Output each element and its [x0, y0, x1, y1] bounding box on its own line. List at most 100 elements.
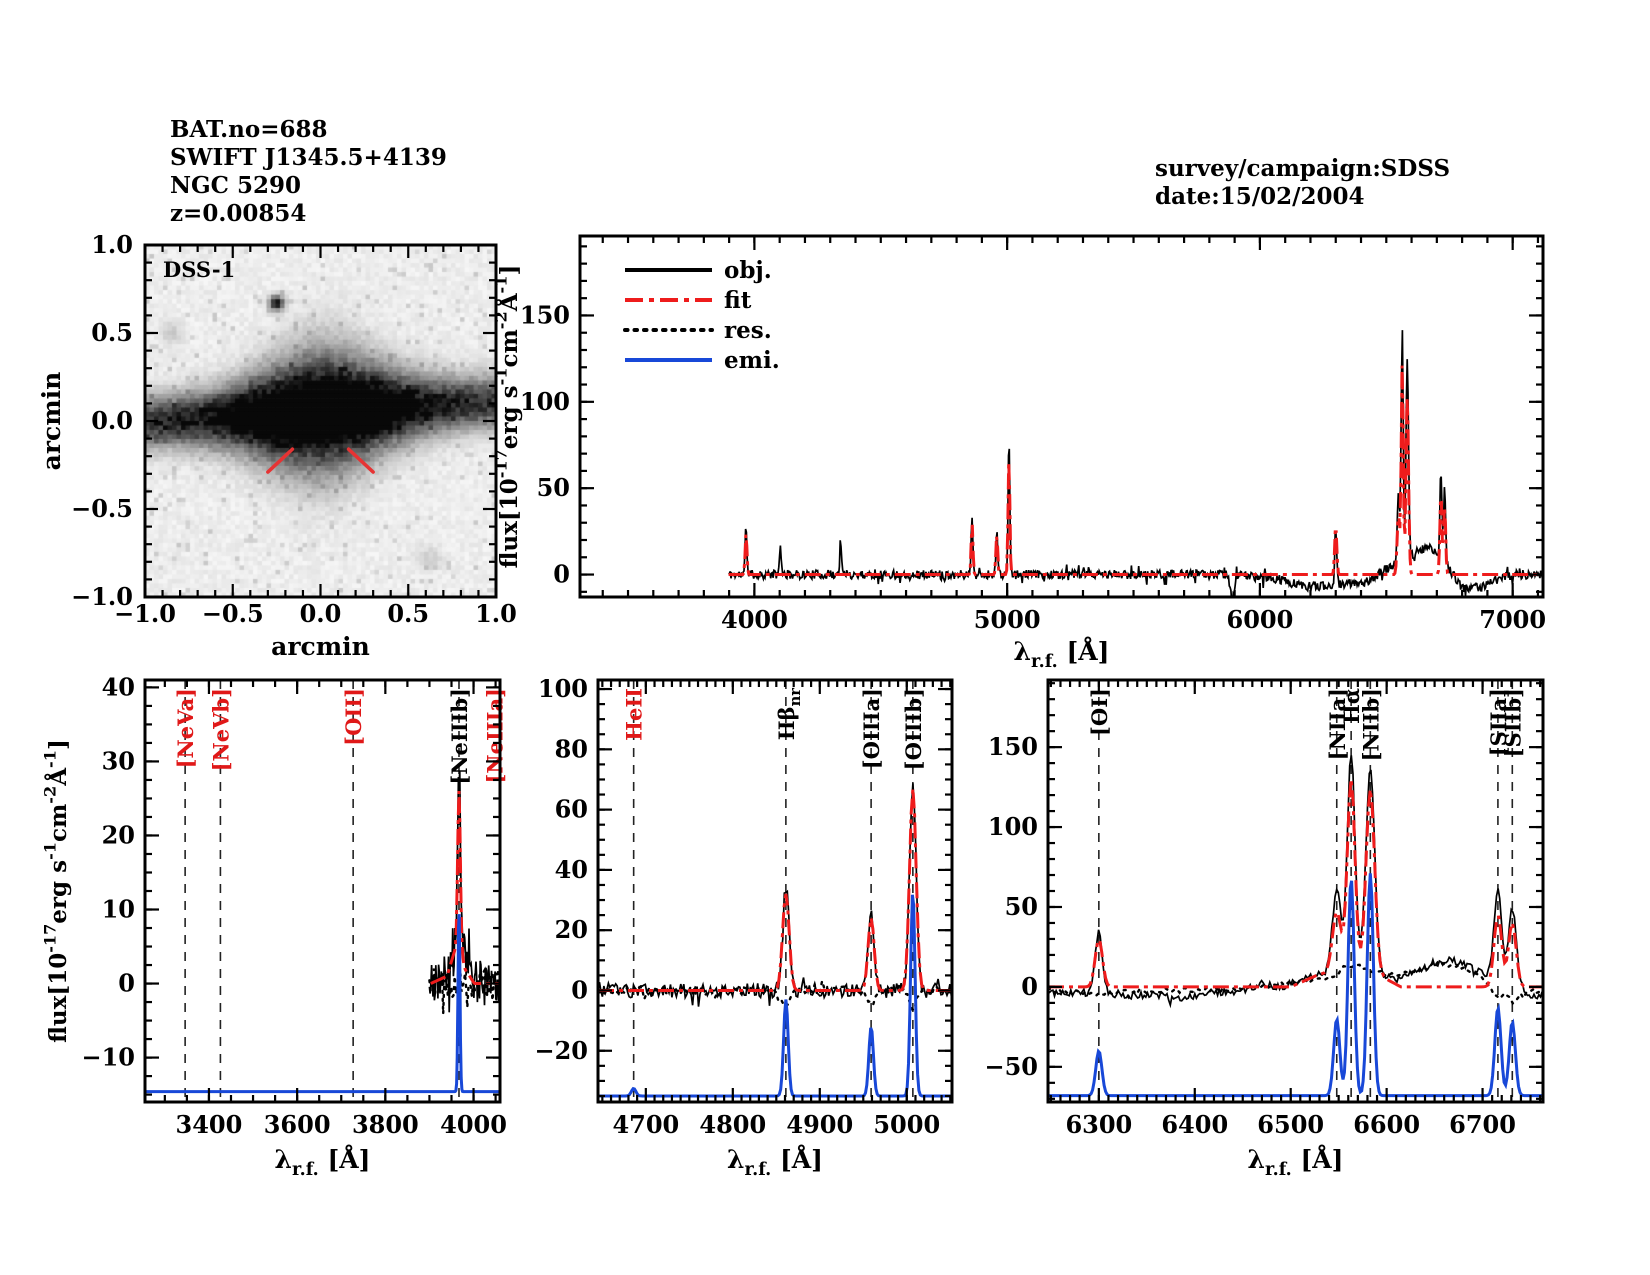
line-label-[NIIa]: [NIIa] — [1325, 688, 1350, 760]
obj-curve — [1049, 755, 1542, 1009]
neiii-axes — [143, 678, 502, 1104]
emi-curve — [599, 894, 951, 1098]
neiii-xtick-label: 3800 — [352, 1110, 419, 1139]
halpha-ytick-label: 50 — [1005, 892, 1038, 921]
halpha-xtick-label: 6700 — [1449, 1110, 1516, 1139]
image-ylabel: arcmin — [37, 372, 66, 471]
legend-label-emi.: emi. — [724, 347, 780, 374]
object-name: NGC 5290 — [170, 172, 301, 199]
line-label-[NeVb]: [NeVb] — [208, 688, 233, 771]
hbeta-xtick-label: 4700 — [612, 1110, 679, 1139]
main-xtick-label: 6000 — [1227, 605, 1294, 634]
emi-curve — [1049, 873, 1542, 1098]
line-label-[OII]: [OII] — [341, 688, 366, 746]
neiii-ytick-label: 0 — [118, 969, 135, 998]
neiii-ylabel: flux[10-17erg s-1cm-2Å-1] — [41, 739, 72, 1043]
hbeta-xtick-label: 4900 — [786, 1110, 853, 1139]
image-panel — [143, 243, 498, 599]
hbeta-ytick-label: 20 — [555, 915, 588, 944]
obj-curve — [599, 783, 951, 1007]
panel-hbeta: HeII Hβnr [OIIIa] [OIIIb] — [599, 680, 951, 1102]
hbeta-ytick-label: 0 — [571, 975, 588, 1004]
hbeta-ytick-label: −20 — [534, 1036, 588, 1065]
hbeta-xlabel: λr.f. [Å] — [727, 1145, 823, 1180]
image-xtick-label: −1.0 — [114, 599, 176, 628]
legend-label-fit: fit — [724, 287, 752, 314]
neiii-xlabel: λr.f. [Å] — [275, 1145, 371, 1180]
main-ytick-label: 100 — [520, 387, 570, 416]
slit-mark-1 — [266, 447, 295, 474]
panel-neiii: [NeVa] [NeVb] [OII] [NeIIIb] [NeIIIa] — [146, 680, 508, 1102]
image-ytick-label: −1.0 — [71, 582, 133, 611]
hbeta-xtick-label: 5000 — [873, 1110, 940, 1139]
main-ytick-label: 0 — [553, 560, 570, 589]
neiii-ytick-label: 30 — [102, 746, 135, 775]
neiii-ytick-label: 40 — [102, 672, 135, 701]
neiii-ytick-label: 20 — [102, 820, 135, 849]
halpha-ytick-label: −50 — [984, 1052, 1038, 1081]
halpha-xtick-label: 6300 — [1065, 1110, 1132, 1139]
line-label-[OIIIa]: [OIIIa] — [859, 688, 884, 769]
image-ytick-label: 1.0 — [91, 230, 133, 259]
main-ylabel: flux[10-17erg s-1cm-2Å-1] — [492, 265, 523, 569]
halpha-ytick-label: 100 — [988, 812, 1038, 841]
image-xtick-label: 1.0 — [475, 599, 517, 628]
line-label-Halpha: Hα — [1339, 688, 1364, 724]
main-ytick-label: 150 — [520, 300, 570, 329]
slit-mark-2 — [346, 447, 375, 474]
swift-id: SWIFT J1345.5+4139 — [170, 144, 447, 171]
legend-label-obj.: obj. — [724, 257, 772, 284]
hbeta-ytick-label: 80 — [555, 734, 588, 763]
image-ytick-label: 0.5 — [91, 318, 133, 347]
neiii-ytick-label: −10 — [81, 1043, 135, 1072]
fit-curve — [1049, 778, 1542, 989]
target-info: BAT.no=688 SWIFT J1345.5+4139 NGC 5290 z… — [170, 116, 447, 228]
image-xtick-label: −0.5 — [202, 599, 264, 628]
main-xlabel: λr.f. [Å] — [1014, 637, 1110, 672]
hbeta-xtick-label: 4800 — [699, 1110, 766, 1139]
observation-date: date:15/02/2004 — [1155, 183, 1365, 210]
main-xtick-label: 5000 — [974, 605, 1041, 634]
image-survey-label: DSS-1 — [163, 257, 235, 282]
dss-image — [145, 245, 496, 597]
halpha-xtick-label: 6400 — [1161, 1110, 1228, 1139]
fit-curve — [599, 788, 951, 992]
halpha-axes — [1046, 678, 1545, 1104]
image-ytick-label: 0.0 — [91, 406, 133, 435]
panel-main — [623, 268, 1542, 596]
line-label-[OIIIb]: [OIIIb] — [901, 688, 926, 770]
image-xtick-label: 0.5 — [387, 599, 429, 628]
neiii-xtick-label: 3400 — [176, 1110, 243, 1139]
halpha-xlabel: λr.f. [Å] — [1248, 1145, 1344, 1180]
line-label-Hbeta_nr: Hβnr — [774, 688, 804, 740]
line-label-[NIIb]: [NIIb] — [1358, 688, 1383, 761]
halpha-xtick-label: 6600 — [1353, 1110, 1420, 1139]
main-xtick-label: 7000 — [1479, 605, 1546, 634]
hbeta-axes — [596, 678, 954, 1104]
obj-curve — [727, 330, 1542, 596]
line-label-HeII: HeII — [622, 688, 647, 741]
survey-info: survey/campaign:SDSS date:15/02/2004 — [1155, 155, 1450, 211]
hbeta-ytick-label: 40 — [555, 855, 588, 884]
neiii-xtick-label: 4000 — [440, 1110, 507, 1139]
neiii-ytick-label: 10 — [102, 895, 135, 924]
legend-label-res.: res. — [724, 317, 772, 344]
line-label-[NeVa]: [NeVa] — [173, 688, 198, 768]
main-xtick-label: 4000 — [721, 605, 788, 634]
image-xtick-label: 0.0 — [300, 599, 342, 628]
legend — [623, 268, 714, 362]
halpha-ytick-label: 150 — [988, 732, 1038, 761]
emi-curve — [146, 914, 499, 1094]
main-ytick-label: 50 — [537, 473, 570, 502]
fit-curve — [728, 365, 1542, 576]
main-axes — [578, 234, 1545, 599]
bat-number: BAT.no=688 — [170, 116, 328, 143]
hbeta-ytick-label: 100 — [538, 674, 588, 703]
line-label-[NeIIIb]: [NeIIIb] — [447, 688, 472, 785]
neiii-xtick-label: 3600 — [264, 1110, 331, 1139]
redshift: z=0.00854 — [170, 200, 307, 227]
line-label-[OI]: [OI] — [1087, 688, 1112, 736]
image-xlabel: arcmin — [271, 632, 370, 661]
